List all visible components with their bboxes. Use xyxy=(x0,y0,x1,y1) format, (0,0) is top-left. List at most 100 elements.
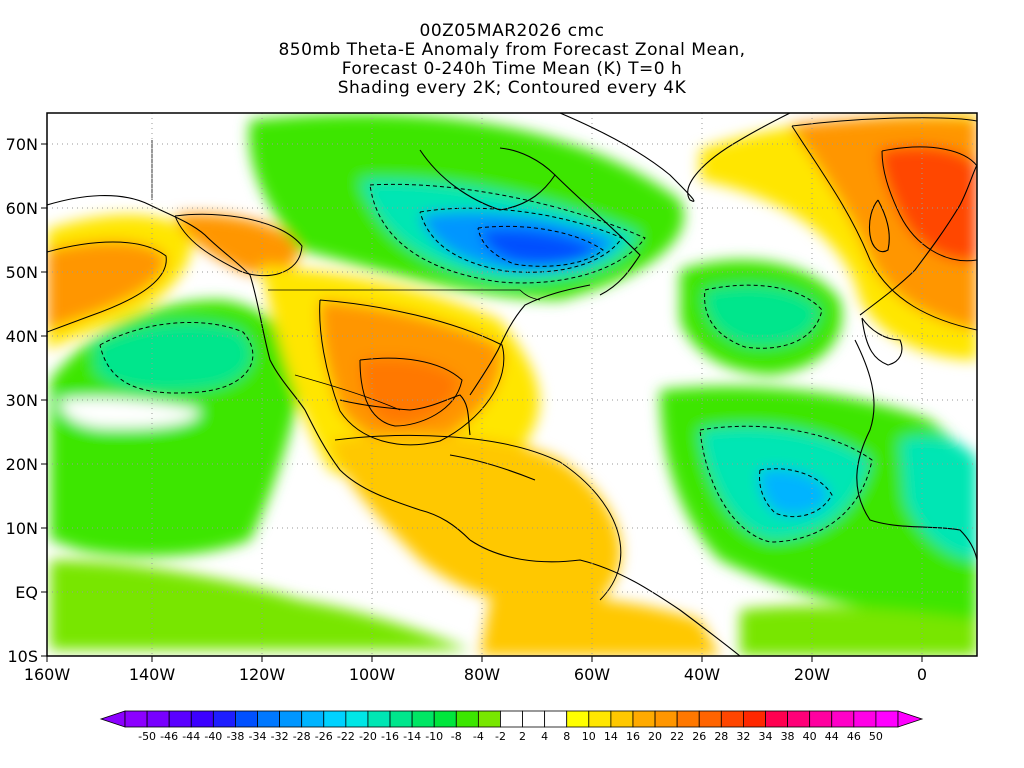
colorbar-swatch xyxy=(522,710,546,728)
colorbar-label: 44 xyxy=(825,730,839,743)
colorbar: -50 -46 -44 -40 -38 -34 -32 -28 -26 -22 -20 -16 -14-… xyxy=(99,710,924,743)
colorbar-swatch xyxy=(544,710,568,728)
shade-carib-yellow xyxy=(330,434,621,608)
colorbar-swatch xyxy=(765,710,788,728)
colorbar-label: 32 xyxy=(736,730,750,743)
coast-labrador xyxy=(554,174,641,296)
coastlines xyxy=(47,113,977,656)
colorbar-swatch xyxy=(124,710,148,728)
lon-label-100w: 100W xyxy=(349,665,396,684)
shade-us-deep-orange xyxy=(360,358,460,425)
contour-pos-7 xyxy=(334,435,622,601)
lat-label-60n: 60N xyxy=(6,199,38,218)
lon-label-140w: 140W xyxy=(129,665,176,684)
colorbar-swatch xyxy=(875,710,899,728)
coast-cuba xyxy=(449,454,536,481)
contour-neg-7 xyxy=(759,468,833,518)
colorbar-swatch xyxy=(190,710,214,728)
lon-label-80w: 80W xyxy=(464,665,500,684)
shade-natl-teal xyxy=(704,285,820,347)
colorbar-swatch xyxy=(566,710,590,728)
shade-wcoast-orange xyxy=(175,213,300,275)
colorbar-swatch xyxy=(345,710,369,728)
colorbar-swatch xyxy=(146,710,170,728)
coast-europe xyxy=(859,164,977,316)
contour-pos-3 xyxy=(319,299,505,446)
colorbar-label: 10 xyxy=(582,730,596,743)
coast-iberia xyxy=(861,317,903,366)
colorbar-swatch xyxy=(676,710,700,728)
coast-africa xyxy=(854,339,977,561)
map-frame xyxy=(46,112,978,657)
coast-greenland xyxy=(559,113,791,202)
colorbar-label: 50 xyxy=(869,730,883,743)
colorbar-label: -32 xyxy=(271,730,289,743)
shade-europe-red xyxy=(880,145,977,261)
shade-pacific-gap xyxy=(60,398,200,429)
colorbar-swatch xyxy=(433,710,457,728)
colorbar-label: -16 xyxy=(381,730,399,743)
coast-gulf xyxy=(339,394,471,436)
colorbar-label: -46 xyxy=(160,730,178,743)
colorbar-label: 22 xyxy=(670,730,684,743)
lat-label-40n: 40N xyxy=(6,327,38,346)
ticks xyxy=(41,143,923,662)
colorbar-swatch xyxy=(809,710,833,728)
colorbar-swatch xyxy=(632,710,656,728)
colorbar-label: -14 xyxy=(403,730,421,743)
lon-label-0: 0 xyxy=(917,665,927,684)
colorbar-swatch xyxy=(257,710,280,728)
colorbar-label: -50 xyxy=(138,730,156,743)
coast-alaska xyxy=(47,194,251,276)
colorbar-label: -34 xyxy=(249,730,267,743)
colorbar-swatch xyxy=(212,710,236,728)
title-line-1: 00Z05MAR2026 cmc xyxy=(419,21,605,41)
colorbar-label: -20 xyxy=(359,730,377,743)
colorbar-label: -38 xyxy=(226,730,244,743)
lon-label-20w: 20W xyxy=(794,665,830,684)
colorbar-label: 8 xyxy=(563,730,570,743)
colorbar-label: -28 xyxy=(293,730,311,743)
colorbar-swatch xyxy=(743,710,766,728)
shade-pacific-teal xyxy=(95,321,252,392)
colorbar-label: 20 xyxy=(648,730,662,743)
title-line-3: Forecast 0-240h Time Mean (K) T=0 h xyxy=(341,59,683,79)
border-us-canada xyxy=(268,289,541,301)
colorbar-swatch xyxy=(301,710,325,728)
colorbar-swatch xyxy=(455,710,479,728)
border-us-mexico xyxy=(294,374,401,411)
contour-neg-2 xyxy=(419,207,623,273)
colorbar-label: 26 xyxy=(692,730,706,743)
colorbar-label: -40 xyxy=(204,730,222,743)
contour-pos-2 xyxy=(174,213,303,277)
lat-label-70n: 70N xyxy=(6,135,38,154)
borders xyxy=(151,140,541,411)
shade-samerica-yellow xyxy=(480,596,720,656)
colorbar-label: 4 xyxy=(541,730,548,743)
shade-trop-pacific-green xyxy=(50,560,470,650)
title-line-4: Shading every 2K; Contoured every 4K xyxy=(337,78,687,98)
colorbar-label: -10 xyxy=(425,730,443,743)
contour-neg-6 xyxy=(699,425,873,543)
colorbar-swatch xyxy=(500,710,523,728)
shade-canada-deep-blue xyxy=(480,228,600,265)
lat-label-20n: 20N xyxy=(6,455,38,474)
colorbar-label: -4 xyxy=(473,730,484,743)
colorbar-swatch xyxy=(610,710,634,728)
colorbar-label: 46 xyxy=(847,730,861,743)
shade-africa-teal xyxy=(900,436,977,560)
coast-us-west xyxy=(249,274,471,541)
colorbar-over-arrow xyxy=(897,710,924,728)
colorbar-swatch xyxy=(588,710,612,728)
coast-uk xyxy=(868,199,890,253)
colorbar-swatch xyxy=(279,710,303,728)
coast-us-east xyxy=(469,284,591,396)
colorbar-under-arrow xyxy=(99,710,126,728)
lat-label-eq: EQ xyxy=(15,583,38,602)
graticule xyxy=(47,113,977,656)
colorbar-swatch xyxy=(698,710,722,728)
lat-labels: 70N 60N 50N 40N 30N 20N 10N EQ 10S xyxy=(6,135,38,666)
colorbar-label: -44 xyxy=(182,730,200,743)
colorbar-swatch xyxy=(654,710,678,728)
